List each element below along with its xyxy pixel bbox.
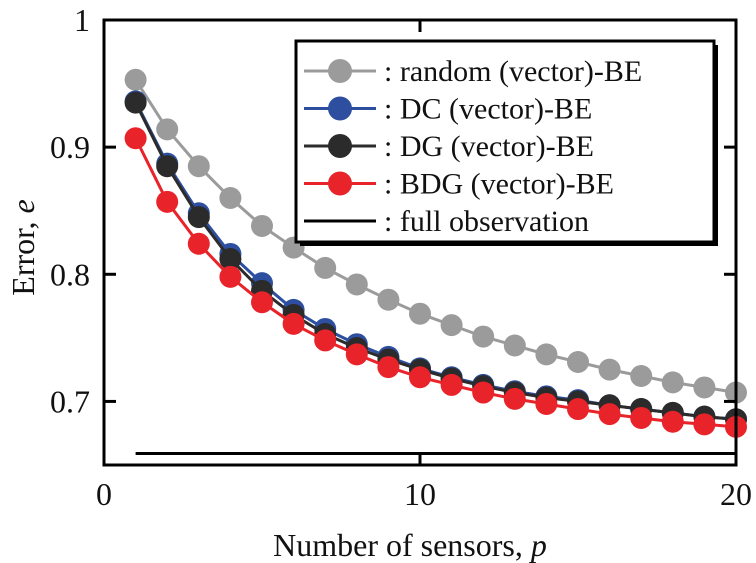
series-3-point-17 bbox=[630, 406, 653, 429]
x-tick-label: 10 bbox=[404, 476, 436, 512]
y-axis-title: Error, e bbox=[5, 199, 41, 295]
series-0-point-16 bbox=[598, 358, 621, 381]
series-0-point-15 bbox=[567, 351, 589, 374]
series-3-point-8 bbox=[345, 343, 368, 366]
series-0-point-5 bbox=[251, 214, 273, 237]
plot-area bbox=[124, 68, 747, 456]
series-3-point-16 bbox=[598, 403, 621, 426]
series-3-point-13 bbox=[503, 387, 526, 410]
x-axis-title: Number of sensors, p bbox=[273, 527, 547, 563]
series-3-point-15 bbox=[567, 398, 589, 421]
series-3-point-5 bbox=[251, 291, 273, 314]
legend-marker-1 bbox=[328, 96, 352, 121]
series-0-point-2 bbox=[156, 118, 179, 141]
series-3-point-1 bbox=[124, 127, 147, 150]
series-3-point-12 bbox=[472, 381, 495, 404]
legend-label-1: : DC (vector)-BE bbox=[384, 93, 592, 126]
series-0-point-4 bbox=[219, 187, 242, 209]
series-3-point-11 bbox=[440, 373, 463, 396]
series-3-point-19 bbox=[693, 413, 716, 436]
x-tick-label: 0 bbox=[96, 476, 112, 512]
series-3-point-4 bbox=[219, 265, 242, 288]
series-0-point-12 bbox=[472, 325, 495, 348]
legend-label-2: : DG (vector)-BE bbox=[384, 130, 594, 163]
series-0-point-11 bbox=[440, 314, 463, 337]
series-0-point-7 bbox=[314, 256, 337, 279]
series-0-point-13 bbox=[503, 334, 526, 357]
y-tick-label: 0.8 bbox=[50, 256, 90, 292]
series-3-point-9 bbox=[377, 356, 400, 379]
legend: : random (vector)-BE : DC (vector)-BE : DG… bbox=[294, 39, 718, 246]
legend-label-3: : BDG (vector)-BE bbox=[384, 168, 614, 201]
x-axis-title-variable: p bbox=[529, 527, 547, 563]
legend-marker-2 bbox=[328, 134, 352, 158]
legend-label-0: : random (vector)-BE bbox=[384, 55, 642, 88]
series-3-point-14 bbox=[535, 392, 558, 415]
series-0-point-9 bbox=[377, 288, 400, 311]
series-3-point-6 bbox=[282, 312, 305, 335]
series-0-point-10 bbox=[409, 302, 431, 325]
series-0-point-18 bbox=[661, 371, 684, 394]
series-0-point-3 bbox=[187, 155, 210, 178]
series-2-point-4 bbox=[219, 248, 242, 271]
y-tick-label: 0.7 bbox=[50, 383, 90, 419]
series-2-point-1 bbox=[124, 91, 147, 114]
series-0-point-19 bbox=[693, 376, 716, 399]
y-axis-title-text: Error, bbox=[5, 213, 41, 295]
y-tick-label: 0.9 bbox=[50, 129, 90, 165]
series-2-point-3 bbox=[187, 206, 210, 229]
series-0-point-8 bbox=[345, 273, 368, 296]
series-3-point-7 bbox=[314, 329, 337, 352]
legend-box bbox=[294, 39, 716, 244]
x-tick-label: 20 bbox=[720, 476, 752, 512]
y-axis-title-variable: e bbox=[5, 199, 41, 213]
series-0-point-14 bbox=[535, 343, 558, 366]
y-tick-label: 1 bbox=[74, 2, 90, 38]
series-3-point-2 bbox=[156, 190, 179, 213]
series-3-point-18 bbox=[661, 410, 684, 433]
series-2-point-2 bbox=[156, 155, 179, 178]
legend-label-4: : full observation bbox=[384, 205, 589, 238]
legend-marker-3 bbox=[328, 171, 352, 196]
legend-marker-0 bbox=[328, 59, 352, 83]
series-0-point-1 bbox=[124, 68, 147, 91]
series-3-point-10 bbox=[409, 366, 431, 389]
axes: 0 10 20 0.7 0.8 0.9 1 Number of sensors, p Error… bbox=[5, 2, 752, 563]
x-axis-title-text: Number of sensors, bbox=[273, 527, 531, 563]
series-0-point-17 bbox=[630, 365, 653, 387]
series-3-point-3 bbox=[187, 232, 210, 255]
